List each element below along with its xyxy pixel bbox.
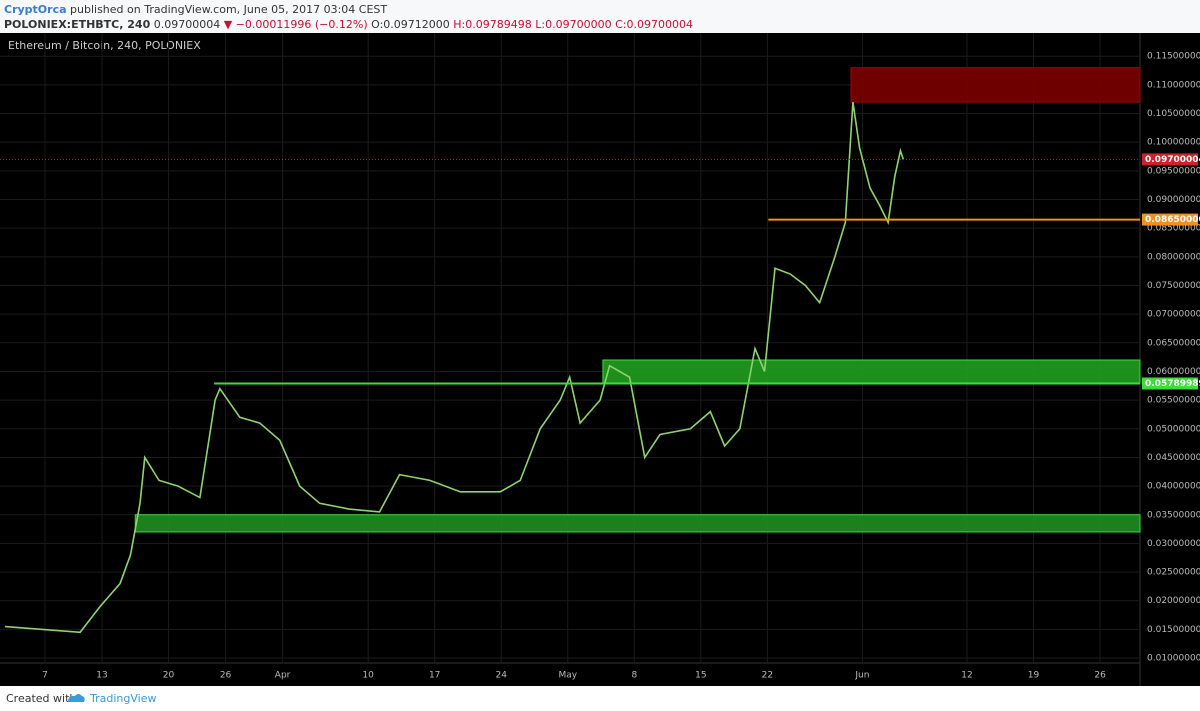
last: 0.09700004 (153, 18, 221, 31)
y-tick-label: 0.11000000 (1147, 80, 1200, 90)
header-line: POLONIEX:ETHBTC, 240 0.09700004 ▼ −0.000… (4, 18, 693, 31)
zone (602, 359, 1141, 384)
y-tick-label: 0.06000000 (1147, 367, 1200, 377)
level-badge (1142, 213, 1198, 226)
symbol: POLONIEX:ETHBTC, 240 (4, 18, 151, 31)
x-tick-label: 20 (163, 671, 175, 681)
y-tick-label: 0.11500000 (1147, 52, 1200, 62)
high: H:0.09789498 (453, 18, 532, 31)
chart-title: Ethereum / Bitcoin, 240, POLONIEX (8, 39, 201, 52)
x-tick-label: 26 (220, 671, 232, 681)
x-tick-label: 17 (429, 671, 440, 681)
change: ▼ −0.00011996 (−0.12%) (223, 18, 368, 31)
y-tick-label: 0.07000000 (1147, 310, 1200, 320)
y-tick-label: 0.01000000 (1147, 654, 1200, 664)
y-tick-label: 0.09500000 (1147, 166, 1200, 176)
y-tick-label: 0.08000000 (1147, 252, 1200, 262)
y-tick-label: 0.05000000 (1147, 424, 1200, 434)
zone (134, 514, 1141, 533)
y-tick-label: 0.04000000 (1147, 482, 1200, 492)
x-tick-label: 15 (695, 671, 706, 681)
y-tick-label: 0.03500000 (1147, 510, 1200, 520)
y-tick-label: 0.02000000 (1147, 596, 1200, 606)
x-tick-label: 22 (762, 671, 773, 681)
author[interactable]: CryptOrca (4, 3, 67, 16)
y-tick-label: 0.07500000 (1147, 281, 1200, 291)
x-tick-label: 24 (496, 671, 508, 681)
x-tick-label: 26 (1094, 671, 1106, 681)
x-tick-label: Apr (275, 671, 291, 681)
y-tick-label: 0.09000000 (1147, 195, 1200, 205)
zone (850, 67, 1141, 103)
header-line: CryptOrca published on TradingView.com, … (4, 3, 387, 16)
x-tick-label: 19 (1028, 671, 1040, 681)
level-label: 0.05789989 (1145, 379, 1200, 389)
header: CryptOrca published on TradingView.com, … (0, 0, 1200, 33)
price-line (4, 101, 905, 634)
footer: Created with TradingView (0, 686, 1200, 711)
x-tick-label: May (558, 671, 577, 681)
y-tick-label: 0.06500000 (1147, 338, 1200, 348)
x-tick-label: 12 (961, 671, 972, 681)
brand[interactable]: TradingView (90, 692, 157, 705)
low: L:0.09700000 (535, 18, 612, 31)
chart: Ethereum / Bitcoin, 240, POLONIEX 0.0100… (0, 33, 1200, 686)
y-tick-label: 0.05500000 (1147, 396, 1200, 406)
y-tick-label: 0.08500000 (1147, 224, 1200, 234)
y-tick-label: 0.01500000 (1147, 625, 1200, 635)
y-tick-label: 0.02500000 (1147, 568, 1200, 578)
x-tick-label: 10 (362, 671, 374, 681)
level-badge (1142, 153, 1198, 166)
published: published on TradingView.com, June 05, 2… (70, 3, 388, 16)
logo (68, 694, 85, 702)
y-tick-label: 0.10000000 (1147, 138, 1200, 148)
level-label: 0.09700004 (1145, 155, 1200, 165)
level-label: 0.08650000 (1145, 215, 1200, 225)
created: Created with (6, 692, 77, 705)
x-tick-label: Jun (854, 671, 869, 681)
y-tick-label: 0.03000000 (1147, 539, 1200, 549)
x-tick-label: 8 (631, 671, 637, 681)
y-tick-label: 0.04500000 (1147, 453, 1200, 463)
x-tick-label: 13 (96, 671, 107, 681)
level-badge (1142, 377, 1198, 390)
open: O:0.09712000 (371, 18, 450, 31)
x-tick-label: 7 (42, 671, 48, 681)
y-tick-label: 0.10500000 (1147, 109, 1200, 119)
close: C:0.09700004 (615, 18, 693, 31)
